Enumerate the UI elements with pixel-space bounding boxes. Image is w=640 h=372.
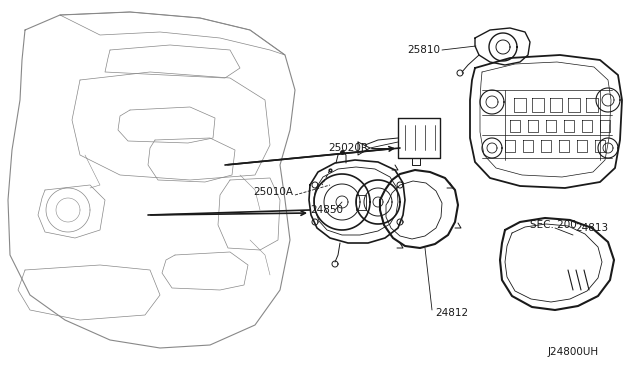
Text: 25020R: 25020R bbox=[328, 143, 368, 153]
Text: 25810: 25810 bbox=[407, 45, 440, 55]
Text: 24850: 24850 bbox=[310, 205, 343, 215]
Text: 24813: 24813 bbox=[575, 223, 608, 233]
Text: 24812: 24812 bbox=[435, 308, 468, 318]
Text: SEC. 200: SEC. 200 bbox=[530, 220, 577, 230]
Text: J24800UH: J24800UH bbox=[548, 347, 599, 357]
Text: 25010A: 25010A bbox=[253, 187, 293, 197]
